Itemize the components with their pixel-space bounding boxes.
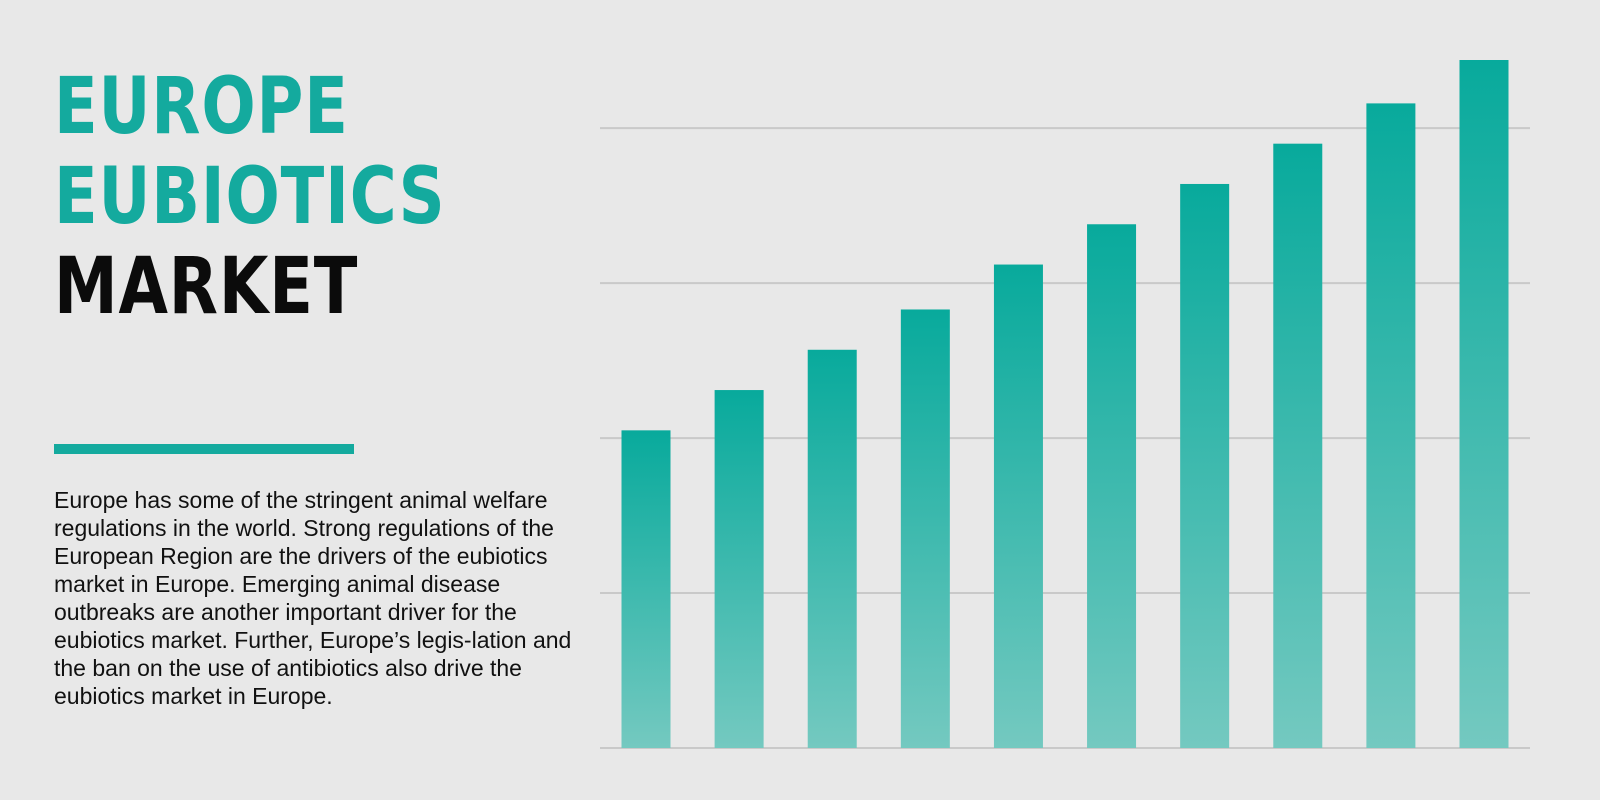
title-line-3: MARKET: [54, 242, 359, 332]
title-line-2: EUBIOTICS: [54, 152, 446, 242]
bar-2: [714, 390, 764, 748]
bar-1: [621, 430, 671, 748]
accent-divider: [54, 444, 354, 454]
bar-6: [1087, 224, 1137, 748]
bar-9: [1366, 103, 1416, 748]
chart-title: EUROPE EUBIOTICS MARKET: [54, 62, 446, 332]
bar-5: [993, 264, 1043, 748]
bar-chart: [600, 60, 1530, 749]
bar-10: [1459, 60, 1509, 748]
bar-4: [900, 309, 950, 748]
bar-8: [1273, 143, 1323, 749]
bar-7: [1180, 183, 1230, 748]
title-line-1: EUROPE: [54, 62, 349, 152]
description-text: Europe has some of the stringent animal …: [54, 487, 572, 709]
bar-3: [807, 349, 857, 748]
bars: [621, 60, 1509, 749]
